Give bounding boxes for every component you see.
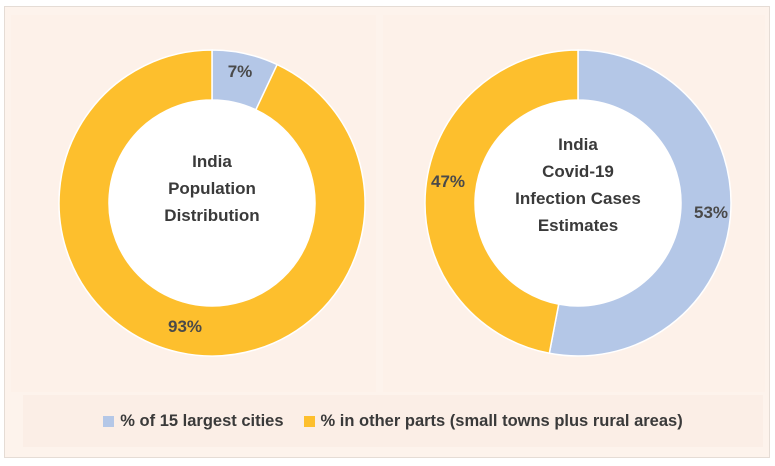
donut-0-title-line-0: India xyxy=(192,152,232,171)
donut-1-title-line-2: Infection Cases xyxy=(515,189,641,208)
legend-swatch-other xyxy=(303,415,315,427)
donut-1-data-label-0: 53% xyxy=(694,203,728,222)
donut-0-title-line-1: Population xyxy=(168,179,256,198)
donut-0-title-line-2: Distribution xyxy=(164,206,259,225)
donut-1-title-line-3: Estimates xyxy=(538,216,618,235)
donut-1-title-line-1: Covid-19 xyxy=(542,162,614,181)
legend-label-other: % in other parts (small towns plus rural… xyxy=(320,411,683,430)
donut-1-hole xyxy=(475,100,681,306)
legend-swatch-cities xyxy=(103,415,115,427)
donut-charts: 7% 93% India Population Distribution 53% 47% I… xyxy=(58,49,732,357)
legend-item-other: % in other parts (small towns plus rural… xyxy=(303,411,683,431)
legend-label-cities: % of 15 largest cities xyxy=(120,411,284,430)
population-donut: 7% 93% India Population Distribution xyxy=(58,49,366,357)
donut-0-data-label-1: 93% xyxy=(168,317,202,336)
chart-frame: 7% 93% India Population Distribution 53% 47% I… xyxy=(4,6,770,458)
donut-1-data-label-1: 47% xyxy=(431,172,465,191)
donut-0-hole xyxy=(109,100,315,306)
donut-0-data-label-0: 7% xyxy=(228,62,253,81)
legend-item-cities: % of 15 largest cities xyxy=(103,411,284,431)
donut-1-title-line-0: India xyxy=(558,135,598,154)
covid-donut: 53% 47% India Covid-19 Infection Cases Estima… xyxy=(424,49,732,357)
legend: % of 15 largest cities % in other parts … xyxy=(23,395,763,447)
